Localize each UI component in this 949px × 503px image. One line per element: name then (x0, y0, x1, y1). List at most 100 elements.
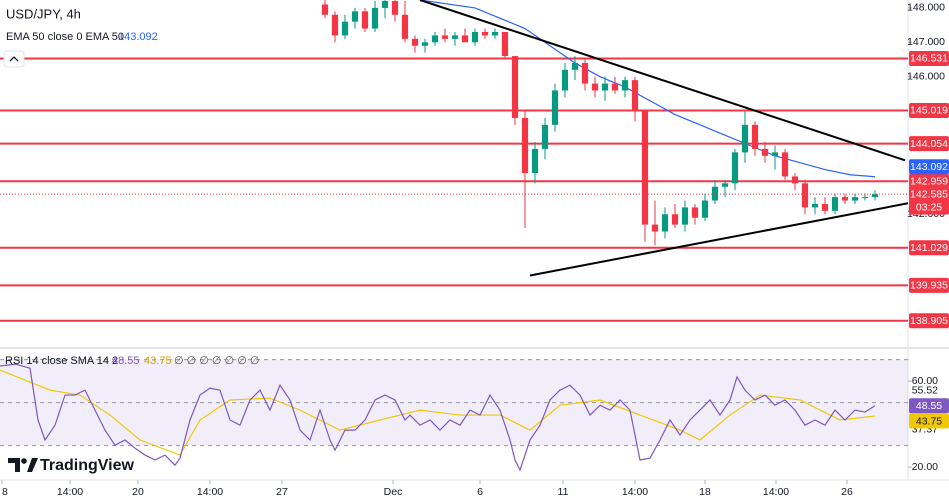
x-tick-label: 11 (558, 486, 569, 498)
rsi-band-fill (0, 359, 908, 446)
candle-body (501, 31, 509, 57)
candle-body (521, 117, 529, 174)
candle-body (821, 203, 829, 211)
candle-body (371, 7, 379, 29)
trend-line (419, 0, 906, 162)
x-tick-label: 6 (477, 486, 483, 498)
candle-body (681, 207, 689, 225)
candle-body (711, 186, 719, 201)
brand-logo: TradingView (8, 457, 135, 474)
candle-body (551, 90, 559, 125)
current-price-label: 142.585 (910, 188, 948, 200)
candle-body (771, 152, 779, 156)
brand-name: TradingView (40, 457, 135, 474)
x-tick-label: 8 (2, 486, 8, 498)
level-label: 144.054 (910, 138, 948, 150)
candle-body (451, 35, 459, 39)
rsi-line (0, 363, 876, 472)
level-label: 146.531 (910, 53, 948, 65)
candle-body (611, 83, 619, 91)
candle-body (471, 31, 479, 43)
level-label: 138.905 (910, 315, 948, 327)
ema-label: 143.092 (910, 161, 948, 173)
candle-body (341, 21, 349, 36)
candle-body (481, 31, 489, 36)
y-tick-label: 147.000 (907, 36, 945, 48)
chart-title: USD/JPY, 4h (6, 6, 81, 21)
level-label: 141.029 (910, 242, 948, 254)
candle-body (781, 152, 789, 177)
candle-body (851, 197, 859, 201)
collapse-button[interactable] (3, 50, 25, 68)
candle-body (761, 148, 769, 156)
candle-body (491, 31, 499, 36)
candle-body (641, 111, 649, 225)
logo-mark (27, 458, 38, 472)
collapse-icon (9, 56, 19, 62)
level-badge (909, 102, 949, 118)
x-tick-label: 14:00 (57, 486, 83, 498)
x-tick-label: 26 (841, 486, 853, 498)
current-price-badge (909, 186, 949, 215)
candle-body (631, 80, 639, 112)
candle-body (321, 4, 329, 15)
candle-body (741, 124, 749, 153)
rsi-y-tick-label: 20.00 (912, 461, 938, 473)
candle-body (531, 148, 539, 174)
candle-body (841, 197, 849, 201)
rsi-legend: RSI 14 close SMA 14 2 (5, 355, 118, 367)
candle-body (461, 35, 469, 43)
candle-body (651, 224, 659, 232)
trend-line (529, 202, 908, 277)
candle-body (791, 176, 799, 184)
rsi-sma-legend-value: 43.75 (144, 355, 172, 367)
x-tick-label: 14:00 (622, 486, 648, 498)
main-pane (0, 0, 908, 322)
x-tick-label: 14:00 (197, 486, 223, 498)
level-badge (909, 277, 949, 293)
candle-body (361, 11, 369, 29)
candle-body (351, 11, 359, 22)
countdown-label: 03:25 (916, 201, 942, 213)
ema-legend: EMA 50 close 0 EMA 50 (6, 31, 124, 43)
candle-body (731, 152, 739, 184)
candle-body (391, 1, 399, 15)
candle-body (591, 83, 599, 91)
rsi-y-tick-label: 60.00 (912, 375, 938, 387)
rsi-axis-label: 55.52 (912, 384, 938, 396)
level-label: 142.959 (910, 176, 948, 188)
rsi-sma-line (0, 369, 876, 456)
candle-body (721, 183, 729, 187)
candle-body (411, 38, 419, 46)
y-tick-label: 146.000 (907, 70, 945, 82)
candle-body (601, 83, 609, 91)
candle-body (561, 69, 569, 91)
level-label: 139.935 (910, 280, 948, 292)
x-tick-label: 27 (276, 486, 288, 498)
legend-bg (2, 3, 88, 27)
logo-mark (8, 458, 20, 472)
candle-body (381, 1, 389, 8)
x-tick-label: 20 (132, 486, 144, 498)
candle-body (691, 207, 699, 218)
x-tick-label: Dec (384, 486, 403, 498)
rsi-sma-badge-label: 43.75 (916, 415, 942, 427)
candle-body (801, 183, 809, 208)
candle-body (541, 124, 549, 149)
candle-body (421, 42, 429, 46)
rsi-sma-badge (909, 413, 949, 429)
candle-body (581, 62, 589, 84)
level-badge (909, 240, 949, 256)
candle-body (621, 80, 629, 91)
rsi-legend-value: 48.55 (112, 355, 140, 367)
candle-body (671, 214, 679, 225)
level-badge (909, 50, 949, 66)
ema-legend-value: 143.092 (118, 31, 158, 43)
logo-dot (21, 458, 27, 464)
candle-body (571, 62, 579, 70)
rsi-badge (909, 398, 949, 414)
candle-body (401, 14, 409, 39)
candle-body (871, 194, 879, 198)
